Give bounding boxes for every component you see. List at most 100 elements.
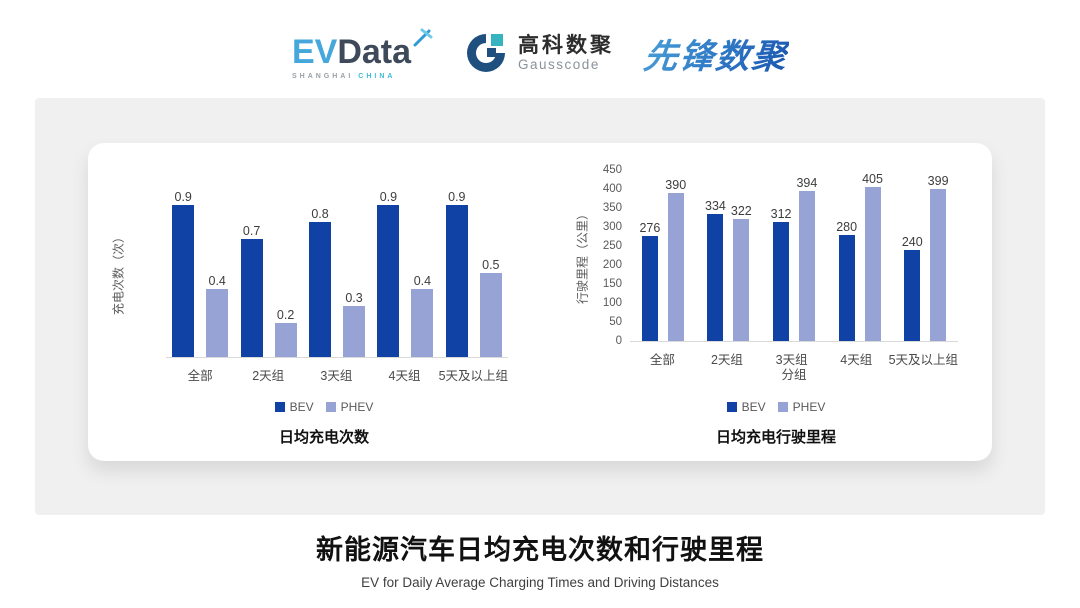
- gausscode-en-text: Gausscode: [518, 56, 600, 72]
- chart-driving-distance: 行驶里程（公里） 0 50 100 150 200 250 300 350 400 450 276 3…: [560, 143, 992, 461]
- bar-group: 312 394: [761, 170, 827, 341]
- bar-BEV: [904, 249, 921, 341]
- plot-area: 0.9 0.4 0.7 0.2 0.8 0.3 0.9 0.4 0.9 0.5: [166, 188, 508, 358]
- bar-PHEV: [864, 187, 881, 341]
- bar-value-label: 0.9: [448, 189, 466, 204]
- gausscode-g-icon: [467, 34, 506, 72]
- y-tick-label: 200: [602, 258, 622, 271]
- x-category-label: 5天及以上组: [888, 353, 959, 367]
- evdata-china-text: CHINA: [358, 72, 396, 80]
- x-axis-label: 分组: [781, 368, 807, 382]
- bar-wrap: 240: [902, 170, 923, 341]
- y-tick-label: 50: [609, 315, 622, 328]
- bar-BEV: [377, 204, 400, 357]
- bar-value-label: 0.4: [208, 274, 226, 289]
- bar-value-label: 322: [730, 203, 752, 218]
- evdata-wordmark: EV Data: [292, 27, 433, 69]
- gausscode-logo: 高科数聚 Gausscode: [463, 30, 614, 76]
- bar-PHEV: [930, 189, 947, 341]
- bar-BEV: [309, 221, 332, 357]
- y-tick-label: 300: [602, 220, 622, 233]
- bar-group: 280 405: [827, 170, 893, 341]
- y-tick-label: 100: [602, 296, 622, 309]
- bar-value-label: 405: [862, 172, 883, 187]
- y-tick-label: 350: [602, 201, 622, 214]
- legend-label: PHEV: [792, 400, 826, 414]
- pioneer-logo: 先锋数聚: [641, 29, 790, 78]
- legend: BEV PHEV: [88, 398, 560, 416]
- x-category-label: 3天组: [320, 369, 353, 383]
- bar-wrap: 0.3: [343, 188, 366, 357]
- bar-wrap: 405: [862, 170, 883, 341]
- bar-value-label: 0.4: [413, 274, 432, 289]
- bar-value-label: 0.8: [311, 206, 329, 221]
- legend-item: BEV: [726, 400, 766, 414]
- gausscode-text: 高科数聚 Gausscode: [518, 34, 614, 73]
- bar-group: 0.9 0.4: [371, 188, 439, 357]
- legend: BEV PHEV: [560, 398, 992, 416]
- x-category-label: 全部: [649, 353, 675, 367]
- bar-BEV: [641, 236, 658, 341]
- x-category-label: 全部: [187, 369, 213, 383]
- x-axis-categories: 全部 2天组 3天组 4天组 5天及以上组: [560, 342, 992, 367]
- bar-PHEV: [343, 306, 366, 357]
- legend-item: PHEV: [777, 400, 826, 414]
- bar-group: 334 322: [696, 170, 762, 341]
- bar-group: 276 390: [630, 170, 696, 341]
- bar-wrap: 312: [770, 170, 792, 341]
- y-axis-label: 行驶里程（公里）: [575, 207, 590, 305]
- bar-value-label: 0.7: [242, 223, 261, 238]
- bar-value-label: 390: [665, 177, 687, 192]
- bar-value-label: 394: [796, 176, 818, 191]
- x-axis-categories: 全部 2天组 3天组 4天组 5天及以上组: [88, 358, 560, 383]
- bar-wrap: 334: [705, 170, 726, 341]
- legend-item: PHEV: [325, 400, 373, 414]
- page-title: 新能源汽车日均充电次数和行驶里程: [316, 535, 764, 565]
- header-logos: EV Data SHANGHAI CHINA 高科数聚 Gausscode: [0, 18, 1080, 88]
- evdata-logo: EV Data SHANGHAI CHINA: [292, 27, 433, 80]
- y-tick-label: 150: [602, 277, 622, 290]
- bar-PHEV: [274, 323, 297, 357]
- evdata-subtext: SHANGHAI CHINA: [292, 73, 395, 80]
- bar-value-label: 0.9: [174, 189, 192, 204]
- bar-value-label: 0.2: [276, 308, 295, 323]
- legend-swatch: [726, 402, 737, 412]
- bar-PHEV: [733, 218, 750, 341]
- bar-value-label: 0.9: [379, 189, 398, 204]
- bar-wrap: 0.2: [274, 188, 297, 357]
- legend-item: BEV: [274, 400, 314, 414]
- chart-charging-times: 充电次数（次） 0.9 0.4 0.7 0.2 0.8 0.3 0.9 0.4 0.9 0.5 全…: [88, 143, 560, 461]
- legend-swatch: [274, 402, 285, 412]
- bar-BEV: [445, 204, 468, 357]
- chart-title: 日均充电次数: [278, 429, 369, 446]
- legend-swatch: [325, 402, 336, 412]
- y-tick-label: 450: [602, 163, 622, 176]
- gausscode-cn-text: 高科数聚: [518, 33, 615, 57]
- bar-wrap: 322: [731, 170, 752, 341]
- y-axis-label: 充电次数（次）: [111, 230, 126, 316]
- bar-wrap: 0.7: [240, 188, 263, 357]
- bar-value-label: 312: [770, 207, 792, 222]
- bar-BEV: [838, 234, 855, 341]
- bar-value-label: 276: [639, 221, 661, 236]
- bar-PHEV: [206, 289, 229, 357]
- bar-wrap: 276: [639, 170, 660, 341]
- bar-wrap: 399: [928, 170, 949, 341]
- legend-label: BEV: [741, 400, 766, 414]
- y-tick-label: 400: [602, 182, 622, 195]
- bar-value-label: 399: [927, 174, 949, 189]
- bar-value-label: 240: [901, 234, 923, 249]
- chart-title: 日均充电行驶里程: [715, 429, 836, 446]
- evdata-spark-icon: [413, 28, 433, 46]
- chart-plot-row: 充电次数（次） 0.9 0.4 0.7 0.2 0.8 0.3 0.9 0.4 0.9 0.5: [88, 188, 560, 358]
- bar-group: 240 399: [892, 170, 958, 341]
- bar-wrap: 280: [836, 170, 857, 341]
- chart-plot-row: 行驶里程（公里） 0 50 100 150 200 250 300 350 400 450 276 3…: [560, 164, 992, 346]
- bar-value-label: 0.5: [482, 257, 500, 272]
- bar-group: 0.9 0.4: [166, 188, 234, 357]
- evdata-shanghai-text: SHANGHAI: [291, 72, 354, 80]
- bar-group: 0.8 0.3: [303, 188, 371, 357]
- evdata-ev-text: EV: [291, 32, 338, 71]
- charts-panel: 充电次数（次） 0.9 0.4 0.7 0.2 0.8 0.3 0.9 0.4 0.9 0.5 全…: [35, 98, 1045, 515]
